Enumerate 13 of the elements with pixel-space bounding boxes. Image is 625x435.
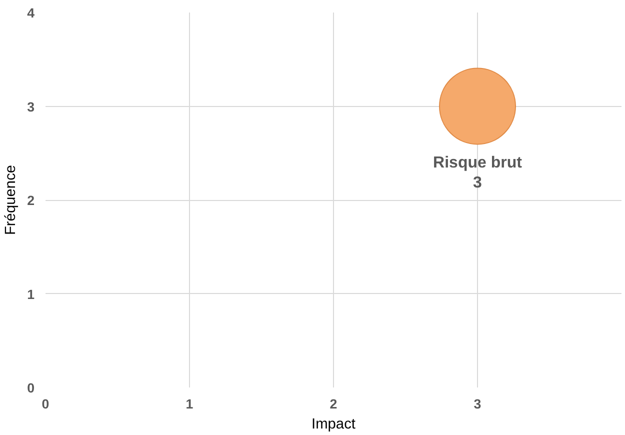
y-tick-label: 1 [27,286,36,302]
y-tick-label: 2 [27,193,35,208]
series-label: Risque brut [433,154,523,172]
x-axis-title: Impact [312,416,356,432]
y-tick-label: 3 [27,99,35,114]
x-tick-label: 1 [186,396,194,412]
y-axis-title: Fréquence [3,164,20,236]
x-tick-label: 3 [474,396,482,412]
data-label: 3 [473,174,482,192]
x-tick-label: 0 [42,396,50,412]
y-tick-label: 0 [27,380,35,396]
y-tick-label: 4 [27,6,36,20]
x-tick-label: 2 [330,396,338,412]
